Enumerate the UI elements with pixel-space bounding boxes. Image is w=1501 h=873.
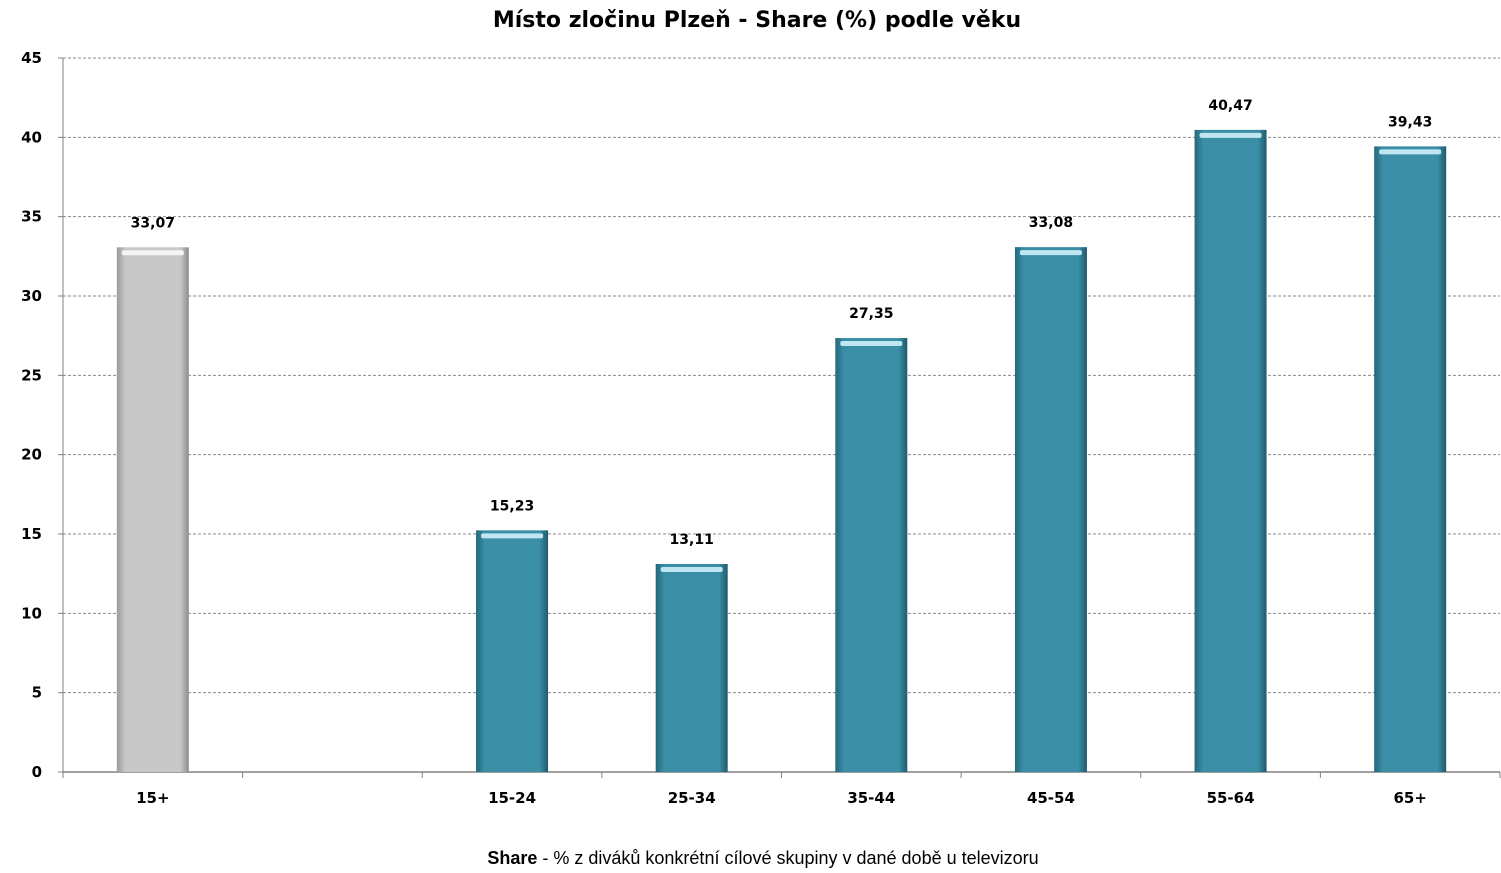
y-tick-label: 30 (21, 287, 42, 305)
bar-35-44 (835, 338, 908, 772)
bar-highlight (660, 566, 723, 572)
x-tick-label: 15+ (136, 789, 169, 807)
bar-highlight (481, 533, 544, 539)
y-tick-label: 10 (21, 604, 42, 622)
x-tick-label: 55-64 (1207, 789, 1255, 807)
footnote-text: - % z diváků konkrétní cílové skupiny v … (537, 848, 1039, 868)
bar-25-34 (655, 563, 728, 772)
chart-title: Místo zločinu Plzeň - Share (%) podle vě… (493, 8, 1021, 33)
y-tick-label: 45 (21, 49, 42, 67)
y-tick-label: 15 (21, 525, 42, 543)
bar-45-54 (1014, 247, 1087, 772)
y-tick-label: 5 (32, 684, 42, 702)
x-axis: 15+ 15-24 25-34 35-44 45-54 55-64 65+ (62, 771, 1501, 807)
x-tick-label: 25-34 (668, 789, 716, 807)
y-tick-label: 20 (21, 446, 42, 464)
bar-highlight (121, 250, 184, 256)
data-label: 39,43 (1388, 114, 1432, 130)
bar-highlight (1019, 250, 1082, 256)
data-label: 33,07 (131, 215, 175, 231)
data-label: 15,23 (490, 498, 534, 514)
x-tick-label: 35-44 (847, 789, 895, 807)
bars (116, 129, 1447, 773)
bar-55-64 (1194, 129, 1267, 773)
bar-65+ (1374, 146, 1447, 773)
data-label: 13,11 (670, 532, 714, 548)
bar-15+ (116, 247, 189, 773)
x-tick-label: 15-24 (488, 789, 536, 807)
y-tick-label: 0 (32, 763, 42, 781)
y-tick-label: 25 (21, 366, 42, 384)
data-label: 40,47 (1208, 98, 1252, 114)
bar-15-24 (476, 530, 549, 772)
y-axis: 0 5 10 15 20 25 30 35 40 45 (21, 49, 64, 781)
footnote-term: Share (487, 848, 538, 868)
bar-highlight (1379, 149, 1442, 155)
x-tick-label: 45-54 (1027, 789, 1075, 807)
data-label: 27,35 (849, 306, 893, 322)
data-label: 33,08 (1029, 215, 1073, 231)
data-labels: 33,07 15,23 13,11 27,35 33,08 40,47 39,43 (131, 98, 1433, 548)
footnote: Share - % z diváků konkrétní cílové skup… (0, 848, 1501, 869)
y-tick-label: 35 (21, 208, 42, 226)
bar-highlight (840, 341, 903, 347)
y-tick-label: 40 (21, 128, 42, 146)
gridlines (63, 57, 1500, 694)
x-tick-label: 65+ (1393, 789, 1426, 807)
bar-highlight (1199, 132, 1262, 138)
